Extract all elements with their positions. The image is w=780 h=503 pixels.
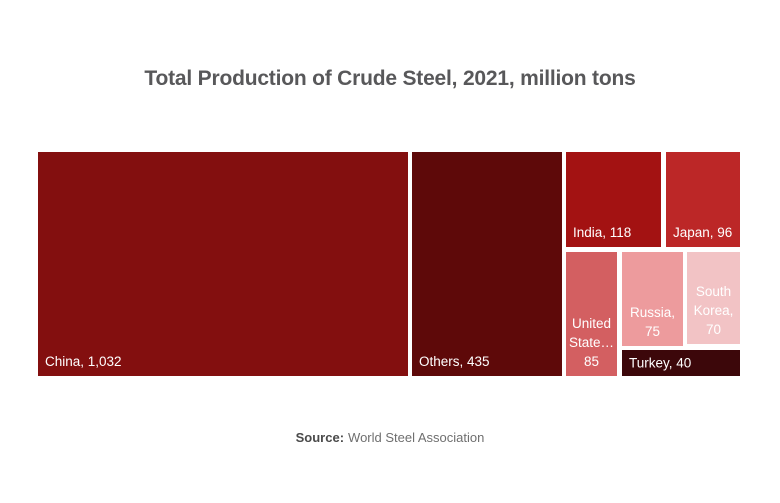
treemap-cell-china[interactable]: China, 1,032 [38,152,408,376]
treemap-cell-japan[interactable]: Japan, 96 [666,152,740,247]
treemap-cell-south-korea[interactable]: South Korea, 70 [687,252,740,344]
treemap-cell-label: India, 118 [573,225,632,240]
treemap-cell-others[interactable]: Others, 435 [412,152,562,376]
treemap-cell-label: Turkey, 40 [629,355,692,371]
source-label: Source: [295,430,345,445]
treemap-cell-label: Russia, 75 [629,305,675,339]
treemap-cell-label: Others, 435 [419,354,490,369]
source-line: Source: World Steel Association [0,430,780,445]
treemap-cell-label: China, 1,032 [45,354,122,369]
treemap-cell-india[interactable]: India, 118 [566,152,661,247]
treemap-cell-united-states[interactable]: United State… 85 [566,252,617,376]
treemap-cell-label: Japan, 96 [673,225,733,240]
treemap-cell-turkey[interactable]: Turkey, 40 [622,350,740,376]
source-text: World Steel Association [348,430,485,445]
treemap-cell-russia[interactable]: Russia, 75 [622,252,683,346]
chart-title: Total Production of Crude Steel, 2021, m… [144,67,636,90]
treemap-cell-label: South Korea, 70 [693,284,734,337]
treemap: China, 1,032 Others, 435 India, 118 Japan, … [38,152,740,376]
treemap-cell-label: United State… 85 [568,316,615,369]
